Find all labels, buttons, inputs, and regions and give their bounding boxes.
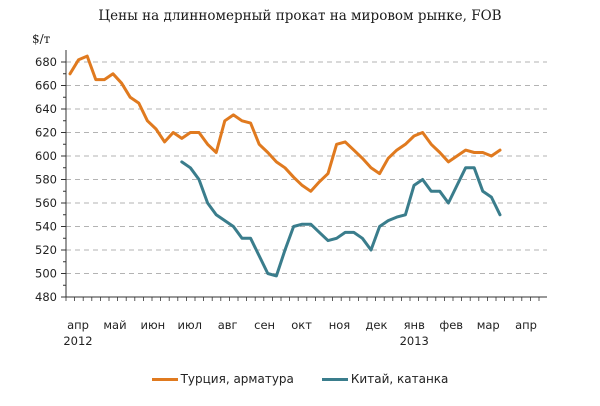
y-tick-label: 560 <box>35 196 57 210</box>
y-tick-label: 620 <box>35 126 57 140</box>
series-line-china <box>180 160 502 278</box>
y-tick-label: 580 <box>35 173 57 187</box>
x-tick-label: ноя <box>329 318 350 332</box>
y-tick-label: 600 <box>35 149 57 163</box>
x-tick-label: май <box>103 318 126 332</box>
legend-label-china: Китай, катанка <box>350 372 449 386</box>
y-tick-label: 680 <box>35 55 57 69</box>
x-tick-label: янв <box>404 318 425 332</box>
legend: Турция, арматура Китай, катанка <box>0 372 600 386</box>
axes <box>61 50 547 301</box>
y-tick-label: 520 <box>35 243 57 257</box>
x-tick-label: июн <box>140 318 165 332</box>
series-line-turkey <box>68 54 502 193</box>
y-tick-label: 640 <box>35 102 57 116</box>
legend-item-china: Китай, катанка <box>321 372 449 386</box>
legend-item-turkey: Турция, арматура <box>151 372 294 386</box>
x-year-label: 2012 <box>63 334 92 348</box>
y-tick-labels: 480 500 520 540 560 580 600 620 640 660 680 <box>35 55 57 304</box>
x-tick-label: окт <box>291 318 312 332</box>
x-tick-label: сен <box>254 318 275 332</box>
legend-swatch-turkey <box>151 377 178 381</box>
x-tick-label: апр <box>515 318 537 332</box>
x-tick-label: дек <box>365 318 387 332</box>
x-tick-label: авг <box>218 318 238 332</box>
x-tick-label: апр <box>67 318 89 332</box>
y-axis-unit-label: $/т <box>32 32 51 46</box>
x-year-label: 2013 <box>400 334 429 348</box>
legend-label-turkey: Турция, арматура <box>180 372 294 386</box>
chart-title: Цены на длинномерный прокат на мировом р… <box>98 8 502 24</box>
x-tick-label: мар <box>477 318 500 332</box>
series-lines <box>68 54 502 278</box>
y-tick-label: 540 <box>35 220 57 234</box>
x-tick-label: июл <box>178 318 203 332</box>
y-tick-label: 500 <box>35 267 57 281</box>
legend-swatch-china <box>321 377 348 381</box>
x-tick-labels: апр 2012 май июн июл авг сен окт ноя дек янв 2013 фе… <box>63 318 537 348</box>
gridlines <box>66 61 547 274</box>
y-tick-label: 660 <box>35 79 57 93</box>
y-tick-label: 480 <box>35 290 57 304</box>
x-tick-label: фев <box>439 318 463 332</box>
